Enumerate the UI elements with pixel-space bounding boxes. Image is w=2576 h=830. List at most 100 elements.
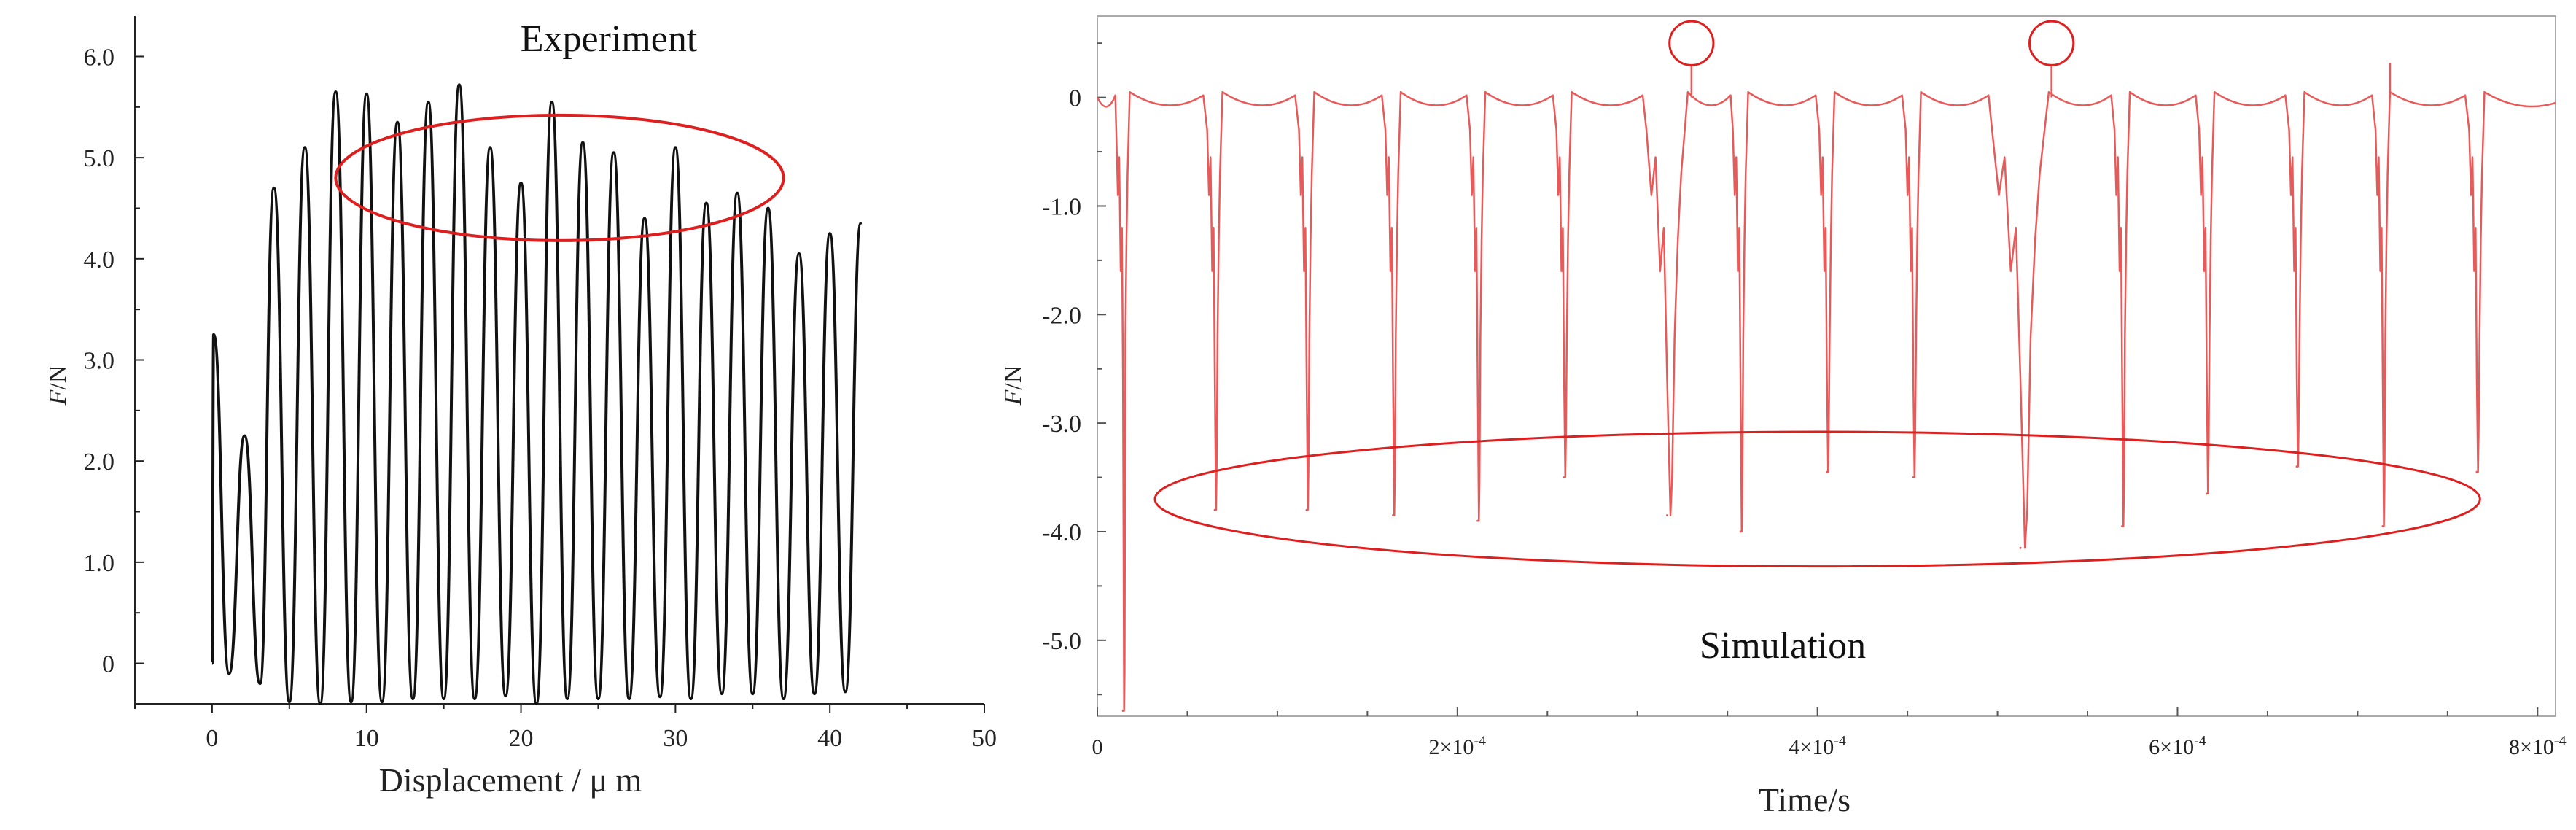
data-point-minimum [2019, 546, 2022, 549]
data-point-peak [798, 252, 801, 255]
y-tick-label: 3.0 [84, 348, 115, 375]
data-point-peak [705, 202, 708, 205]
data-point-valley [658, 695, 661, 698]
data-point-peak [458, 83, 461, 86]
y-tick-label: 4.0 [84, 247, 115, 274]
chart-axes: 0 1.0 2.0 3.0 4.0 5.0 6.0 0 10 20 30 40 50 [84, 16, 997, 752]
x-tick-label: 0 [206, 725, 218, 752]
data-point-peak [427, 101, 429, 104]
y-tick-label: 2.0 [84, 449, 115, 476]
y-tick-label: 6.0 [84, 44, 115, 71]
y-tick-label: -2.0 [1042, 302, 1081, 329]
y-tick-label: -5.0 [1042, 628, 1081, 655]
data-point-peak [643, 217, 646, 220]
data-point-peak [766, 206, 769, 209]
x-tick-mantissa: 4×10 [1789, 735, 1834, 759]
y-tick-label: -3.0 [1042, 411, 1081, 438]
data-point-peak [212, 333, 215, 336]
x-tick-exponent: -4 [2554, 733, 2567, 749]
x-tick-exponent: -4 [2194, 733, 2206, 749]
data-point-peak [736, 192, 739, 195]
annotation-ellipse [334, 113, 785, 242]
data-point-valley [227, 672, 230, 675]
chart-series [210, 83, 863, 705]
x-tick-label: 40 [817, 725, 842, 752]
y-tick-label: 1.0 [84, 550, 115, 577]
data-point-minimum [1665, 514, 1668, 517]
data-point-minimum [1826, 470, 1829, 473]
data-point-valley [813, 692, 816, 695]
y-tick-label: -4.0 [1042, 519, 1081, 546]
data-point-minimum [1121, 710, 1124, 713]
x-tick-exponent: -4 [1474, 733, 1486, 749]
x-tick-label: 6×10-4 [2149, 733, 2206, 759]
data-point-valley [411, 697, 414, 700]
simulation-chart: 0-1.0-2.0-3.0-4.0-5.00 2×10-4 4×10-4 6×10-4… [1000, 15, 2567, 818]
data-point-minimum [1476, 519, 1479, 522]
data-point-peak [303, 146, 306, 149]
y-axis-label: F/N [1000, 365, 1027, 406]
y-axis-label-symbol: F [1000, 389, 1027, 406]
x-tick-mantissa: 6×10 [2149, 735, 2194, 759]
data-point-valley [504, 694, 507, 697]
y-axis-label-symbol: F [44, 389, 71, 406]
force-curve [1096, 90, 2556, 712]
chart-annotations [334, 113, 785, 242]
chart-title: Simulation [1700, 625, 1866, 667]
x-tick-label: 4×10-4 [1789, 733, 1846, 759]
data-point-peak [489, 146, 491, 149]
y-tick-label: 0 [1069, 85, 1081, 112]
experiment-chart: Experiment 0 1.0 2.0 3.0 4.0 5.0 6.0 0 10 20 30 40 5… [44, 16, 997, 799]
data-point-valley [381, 700, 384, 703]
x-axis-label: Time/s [1759, 781, 1851, 818]
data-point-valley [319, 702, 322, 705]
data-point-peak [828, 232, 831, 235]
y-axis-label-unit: /N [44, 365, 71, 390]
x-tick-label: 30 [663, 725, 688, 752]
data-point-minimum [2121, 525, 2124, 528]
chart-series [1096, 63, 2556, 713]
annotation-circle [1668, 20, 1715, 66]
data-point-peak [860, 222, 863, 225]
data-point-valley [596, 697, 599, 700]
data-point-valley [628, 697, 631, 700]
data-point-minimum [1563, 476, 1565, 479]
y-axis-label-unit: /N [1000, 365, 1027, 390]
y-axis-label: F/N [44, 365, 71, 406]
data-point-peak [396, 121, 399, 124]
data-point-valley [473, 697, 476, 700]
data-point-valley [751, 692, 754, 695]
data-point-valley [259, 682, 262, 685]
data-point-minimum [2381, 525, 2384, 528]
x-tick-mantissa: 8×10 [2509, 735, 2554, 759]
data-point-minimum [1213, 508, 1216, 511]
data-point-peak [273, 187, 276, 190]
data-point-minimum [1912, 476, 1915, 479]
data-point-valley [350, 700, 353, 703]
data-point-valley [690, 697, 693, 700]
data-point-valley [443, 697, 445, 700]
data-point-minimum [1305, 508, 1308, 511]
data-point-valley [720, 692, 723, 695]
x-tick-label: 2×10-4 [1429, 733, 1487, 759]
chart-axes: 0-1.0-2.0-3.0-4.0-5.00 2×10-4 4×10-4 6×10-4… [1042, 42, 2567, 759]
data-point-valley [782, 697, 785, 700]
annotation-circle [2028, 20, 2075, 66]
x-tick-mantissa: 2×10 [1429, 735, 1474, 759]
x-axis-label: Displacement / μ m [379, 761, 642, 799]
data-point-minimum [2295, 465, 2298, 468]
x-tick-mantissa: 0 [1092, 735, 1103, 759]
data-point-peak [520, 182, 523, 185]
data-point-peak [550, 101, 553, 104]
chart-annotations [1153, 20, 2481, 568]
data-point-valley [288, 700, 291, 703]
y-tick-label: 0 [102, 651, 114, 678]
force-curve [210, 83, 863, 705]
x-tick-label: 20 [509, 725, 534, 752]
data-point-valley [566, 697, 569, 700]
data-point-peak [365, 93, 368, 96]
annotation-ellipse [1153, 430, 2481, 568]
data-point-peak [243, 435, 246, 438]
data-point-peak [612, 151, 615, 154]
